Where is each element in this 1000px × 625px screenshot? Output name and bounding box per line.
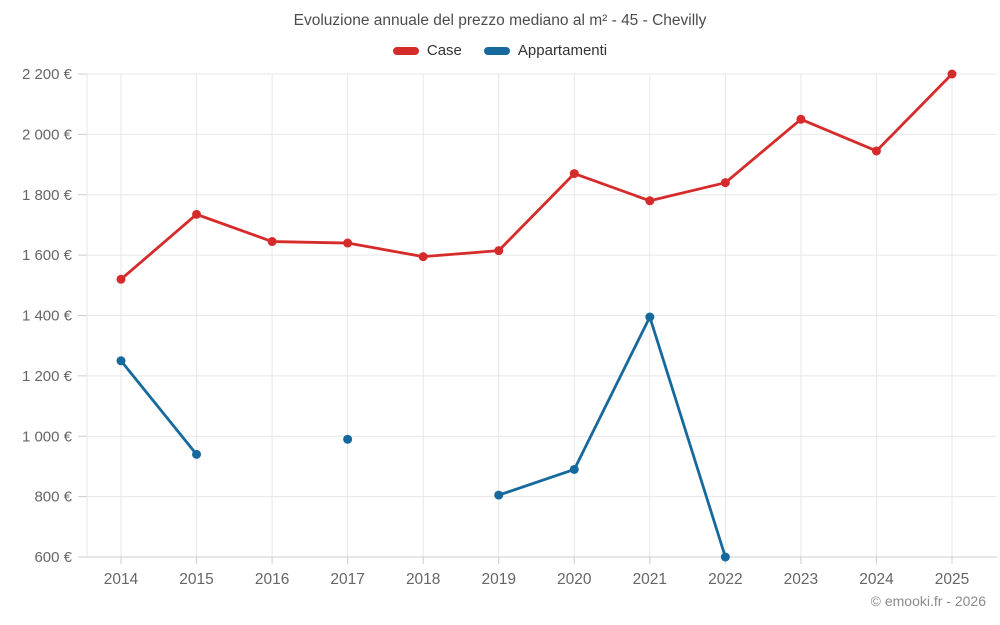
data-point-case-2016[interactable] [267, 237, 277, 247]
series-line-appartamenti [497, 315, 727, 559]
x-axis-tick-label: 2015 [179, 571, 213, 588]
x-axis-tick-label: 2014 [104, 571, 139, 588]
data-point-case-2024[interactable] [871, 146, 881, 156]
data-point-case-2022[interactable] [720, 178, 730, 188]
data-point-appartamenti-2022[interactable] [720, 552, 730, 562]
y-axis-tick-label: 1 800 € [22, 187, 73, 204]
x-axis-tick-label: 2025 [935, 571, 969, 588]
x-axis-tick-label: 2017 [330, 571, 364, 588]
data-point-case-2023[interactable] [796, 114, 806, 124]
y-axis-tick-label: 2 000 € [22, 126, 73, 143]
data-point-case-2017[interactable] [343, 238, 353, 248]
x-axis-tick-label: 2018 [406, 571, 440, 588]
legend-item-appartamenti[interactable]: Appartamenti [483, 42, 608, 59]
legend-label-case: Case [426, 42, 462, 59]
data-point-case-2014[interactable] [116, 274, 126, 284]
copyright-text: © emooki.fr - 2026 [870, 593, 986, 609]
y-axis-tick-label: 1 000 € [22, 428, 73, 445]
data-point-appartamenti-2014[interactable] [116, 356, 126, 366]
data-point-case-2018[interactable] [418, 252, 428, 262]
x-axis-tick-label: 2020 [557, 571, 592, 588]
y-axis-tick-label: 2 200 € [22, 66, 73, 83]
data-point-appartamenti-2017[interactable] [343, 434, 353, 444]
x-axis-tick-label: 2022 [708, 571, 742, 588]
y-axis-tick-label: 600 € [34, 549, 72, 566]
appartamenti-series-swatch-icon [483, 46, 510, 55]
x-axis-tick-label: 2024 [859, 571, 894, 588]
data-point-case-2020[interactable] [569, 169, 579, 179]
x-axis-tick-label: 2019 [481, 571, 515, 588]
legend-label-appartamenti: Appartamenti [517, 42, 608, 59]
data-point-appartamenti-2020[interactable] [569, 464, 579, 474]
data-point-appartamenti-2019[interactable] [494, 490, 504, 500]
data-point-case-2015[interactable] [192, 209, 202, 219]
data-point-case-2025[interactable] [947, 69, 957, 79]
chart-title: Evoluzione annuale del prezzo mediano al… [293, 12, 707, 29]
series-line-case [119, 72, 954, 281]
data-point-case-2021[interactable] [645, 196, 655, 206]
data-point-case-2019[interactable] [494, 246, 504, 256]
case-series-swatch-icon [392, 46, 419, 55]
data-point-appartamenti-2015[interactable] [192, 449, 202, 459]
x-axis-tick-label: 2016 [255, 571, 289, 588]
y-axis-tick-label: 800 € [34, 489, 72, 506]
y-axis-tick-label: 1 200 € [22, 368, 73, 385]
data-point-appartamenti-2021[interactable] [645, 312, 655, 322]
y-axis-tick-label: 1 600 € [22, 247, 73, 264]
x-axis-tick-label: 2023 [784, 571, 818, 588]
y-axis-tick-label: 1 400 € [22, 308, 73, 325]
series-line-appartamenti [119, 359, 198, 456]
chart-legend: Case Appartamenti [0, 42, 1000, 59]
legend-item-case[interactable]: Case [392, 42, 462, 59]
x-axis-tick-label: 2021 [633, 571, 667, 588]
